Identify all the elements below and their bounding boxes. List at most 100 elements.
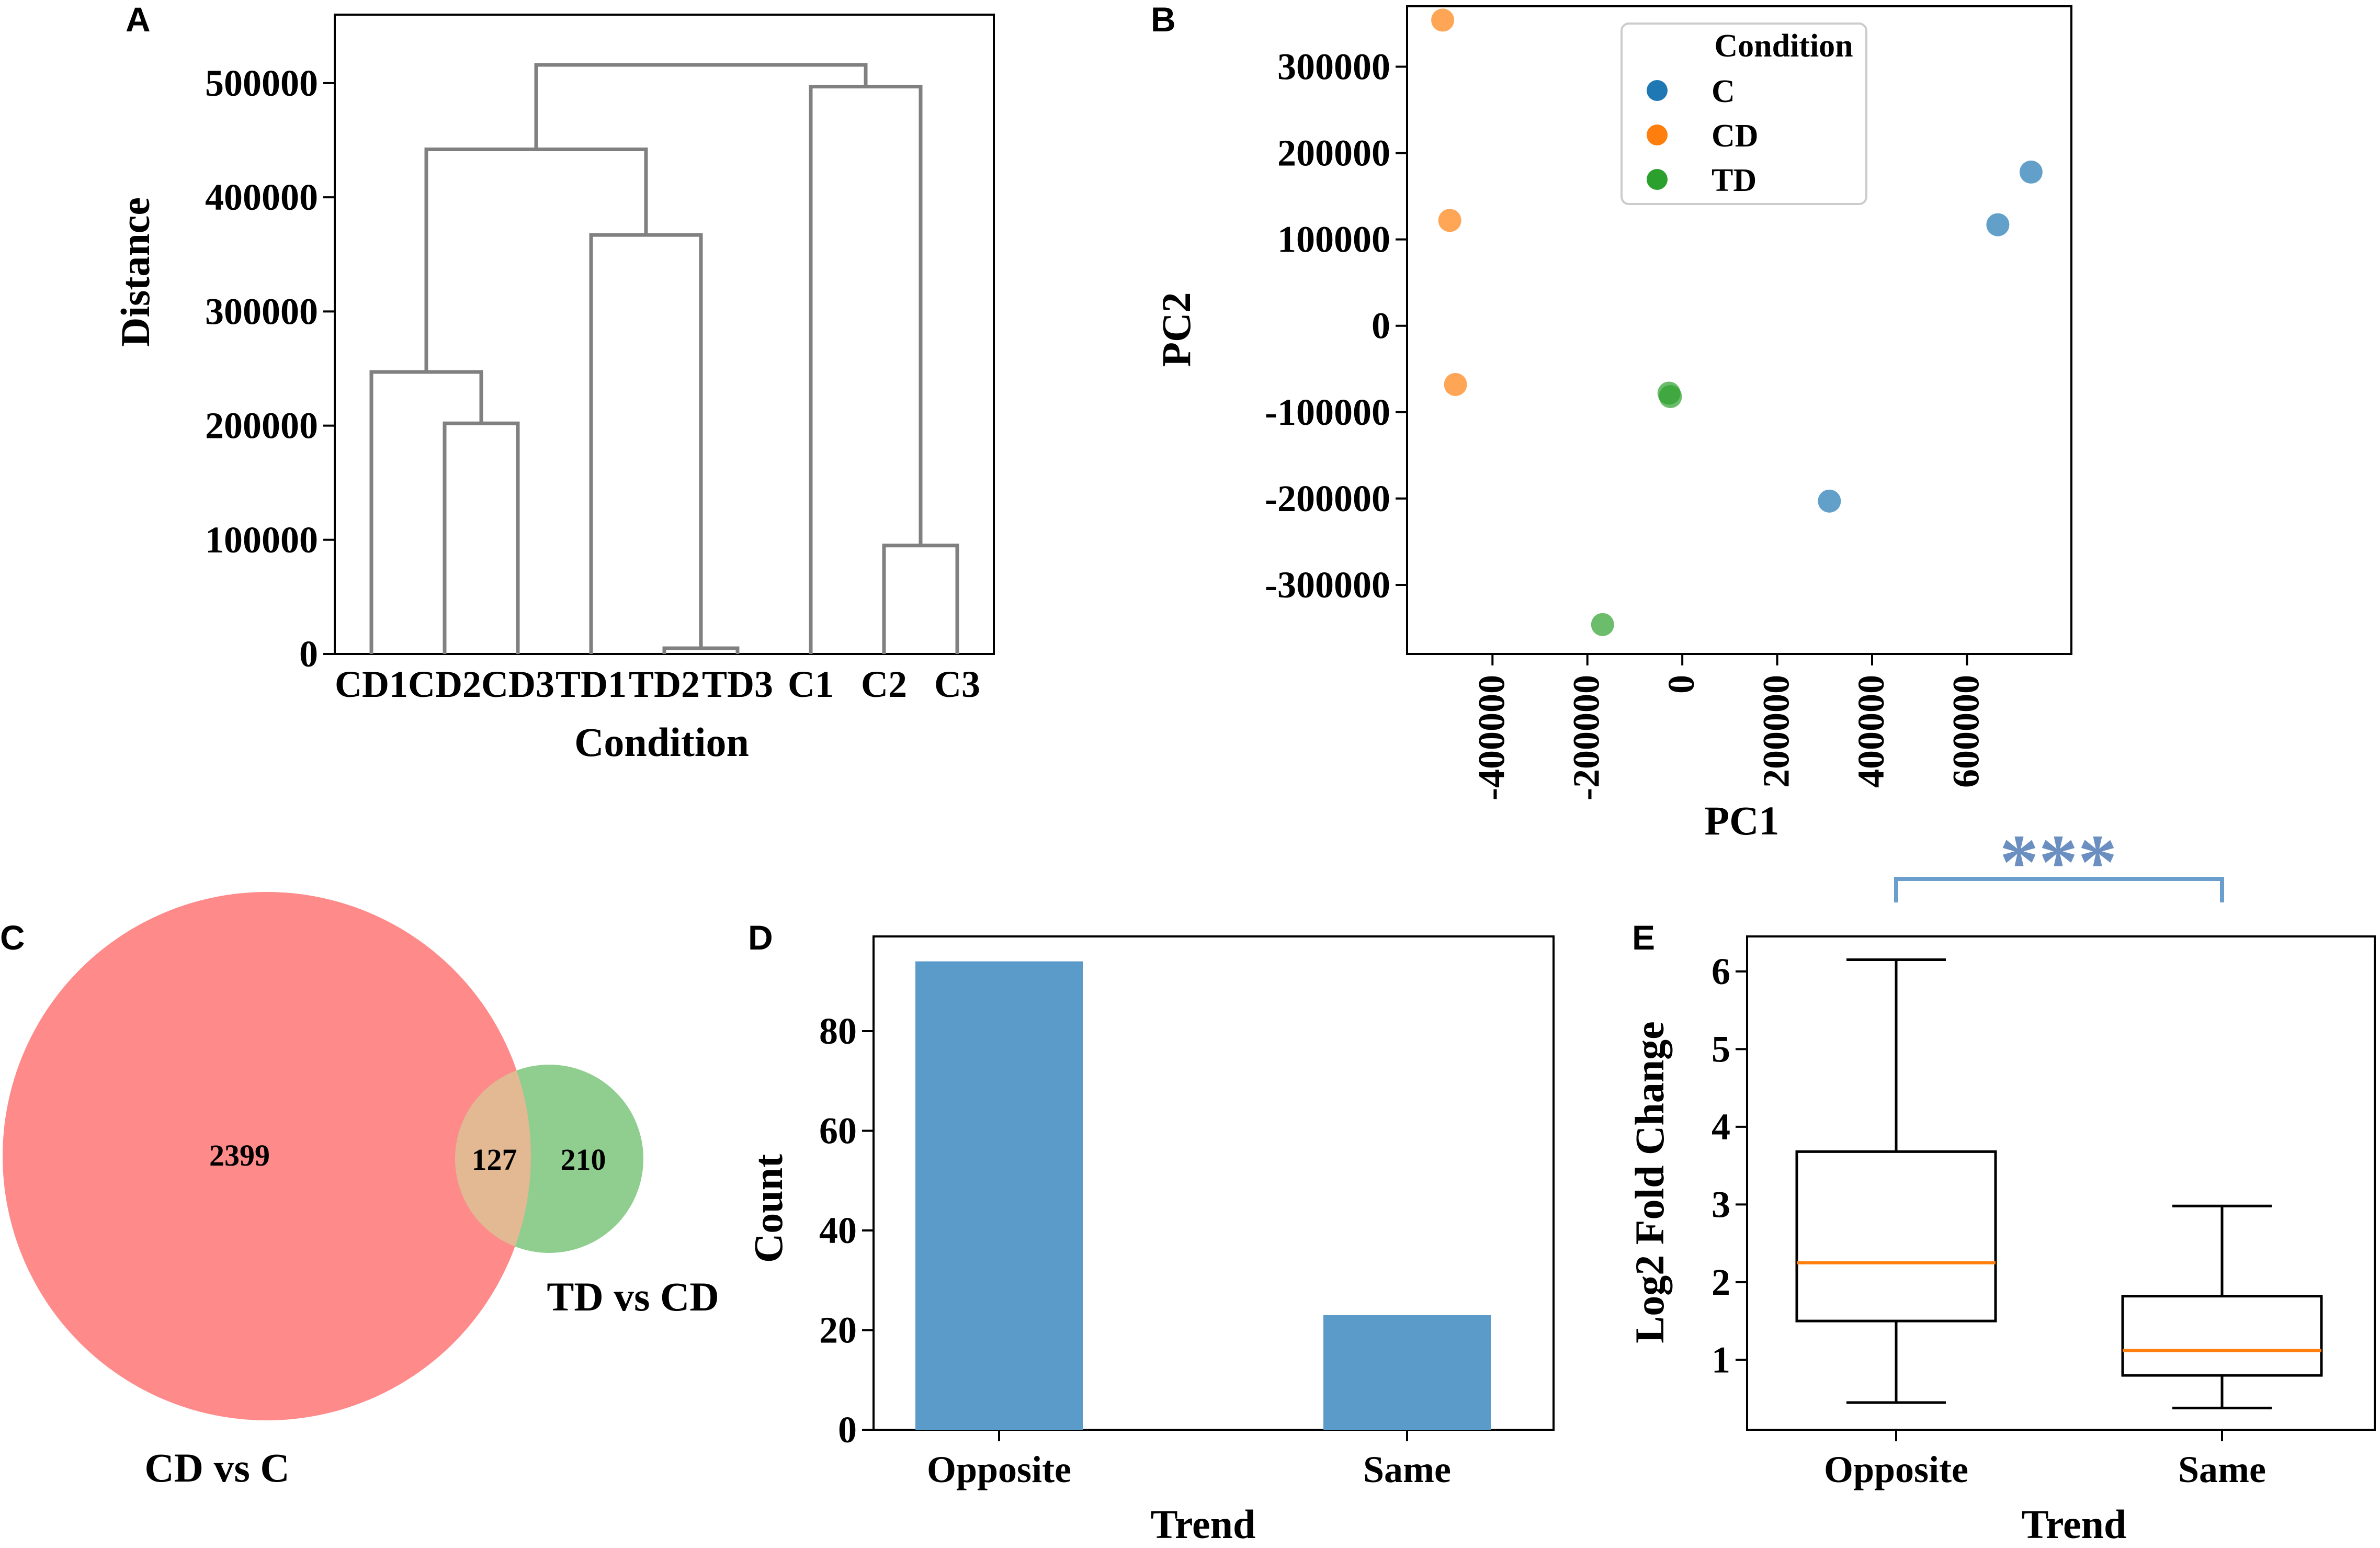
dendrogram-y-tick-label: 300000: [205, 290, 318, 332]
dendrogram-y-tick-label: 100000: [205, 519, 318, 561]
legend-box: [1620, 22, 1867, 205]
bar-y-tick-label: 60: [819, 1110, 857, 1151]
box-x-tick-label: Opposite: [1824, 1449, 1968, 1490]
box-y-tick-label: 2: [1712, 1261, 1730, 1303]
dendrogram-y-tick-label: 200000: [205, 405, 318, 447]
pca-point-c: [2019, 160, 2043, 184]
pca-y-label: PC2: [1153, 292, 1199, 367]
pca-x-label: PC1: [1705, 798, 1780, 843]
box-y-tick-label: 3: [1712, 1183, 1730, 1225]
pca-y-tick-label: 0: [1372, 305, 1390, 347]
bar-y-tick-label: 80: [819, 1010, 857, 1052]
box-y-tick-label: 1: [1712, 1339, 1730, 1381]
pca-x-tick-label: 400000: [1850, 675, 1892, 788]
legend-marker-c: [1647, 80, 1668, 101]
bar-y-label: Count: [745, 1154, 791, 1263]
pca-point-td: [1591, 613, 1614, 636]
panel-label-b: B: [1151, 0, 1176, 39]
pca-frame: [1406, 5, 2072, 655]
pca-point-cd: [1438, 209, 1461, 232]
box-x-tick-label: Same: [2178, 1449, 2266, 1490]
box-panel: 1 2 3 4 5 6 Opposite Same *** Trend Log2 Fold …: [1627, 819, 2376, 1547]
pca-y-tick-label: -200000: [1265, 478, 1390, 519]
venn-circle-cd-vs-c: [3, 892, 531, 1420]
significance-bracket: [1894, 877, 2224, 902]
bar-x-tick-label: Same: [1363, 1449, 1451, 1490]
legend-marker-td: [1647, 169, 1668, 190]
bar-y-tick-label: 20: [819, 1309, 857, 1351]
dendrogram-link: [534, 63, 868, 150]
dendrogram-leaf-label: TD3: [702, 663, 773, 705]
bar-x-tick-label: Opposite: [927, 1449, 1071, 1490]
box-frame: [1746, 935, 2376, 1431]
box-y-label: Log2 Fold Change: [1627, 1021, 1672, 1343]
pca-legend: Condition C CD TD: [1620, 22, 1867, 205]
dendrogram-leaf-label: TD1: [556, 663, 627, 705]
legend-label-cd: CD: [1712, 118, 1759, 154]
dendrogram-leaf-label: C3: [934, 663, 980, 705]
pca-point-cd: [1444, 372, 1467, 396]
legend-label-c: C: [1712, 74, 1735, 109]
venn-left-only-count: 2399: [209, 1138, 270, 1172]
pca-point-cd: [1431, 8, 1455, 32]
dendrogram-leaf-label: CD3: [481, 663, 554, 705]
pca-y-tick-label: -100000: [1265, 391, 1390, 433]
box-x-label: Trend: [2022, 1501, 2127, 1547]
dendrogram-link: [882, 544, 959, 654]
panel-label-a: A: [126, 0, 151, 39]
pca-y-tick-label: 300000: [1277, 46, 1390, 88]
dendrogram-link: [662, 646, 740, 654]
dendrogram-leaf-label: CD2: [408, 663, 481, 705]
box-y-tick-label: 5: [1712, 1028, 1730, 1070]
dendrogram-link: [424, 147, 648, 372]
venn-overlap-count: 127: [472, 1143, 517, 1177]
bar-y-tick-label: 0: [838, 1409, 857, 1451]
venn-right-only-count: 210: [561, 1143, 606, 1177]
pca-x-tick-label: 600000: [1945, 675, 1987, 788]
dendrogram-leaf-label: TD2: [629, 663, 700, 705]
dendrogram-y-label: Distance: [112, 197, 158, 347]
box-iqr-opposite: [1795, 1150, 1997, 1323]
bar-panel: 0 20 40 60 80 Opposite Same Trend Count: [745, 935, 1555, 1547]
dendrogram-leaf-label: CD1: [335, 663, 408, 705]
dendrogram-x-label: Condition: [574, 719, 749, 765]
legend-label-td: TD: [1712, 163, 1756, 198]
venn-left-set-label: CD vs C: [144, 1445, 289, 1490]
dendrogram-link: [443, 421, 520, 654]
dendrogram-leaf-label: C1: [788, 663, 834, 705]
dendrogram-y-tick-label: 500000: [205, 62, 318, 104]
venn-panel: 2399 127 210 CD vs C TD vs CD: [3, 892, 719, 1490]
bar-opposite: [915, 961, 1083, 1430]
pca-x-tick-label: 200000: [1755, 675, 1797, 788]
pca-x-tick-label: 0: [1660, 675, 1702, 694]
dendrogram-leaf-label: C2: [861, 663, 907, 705]
panel-label-e: E: [1632, 918, 1655, 957]
dendrogram-link: [369, 370, 483, 654]
bar-x-label: Trend: [1151, 1501, 1256, 1547]
pca-x-tick-label: -400000: [1470, 675, 1512, 800]
pca-y-tick-label: -300000: [1265, 564, 1390, 606]
pca-point-td: [1659, 385, 1682, 409]
legend-marker-cd: [1647, 125, 1668, 145]
venn-overlap-region: [455, 1070, 531, 1247]
panel-label-d: D: [748, 918, 773, 957]
dendrogram-link: [809, 84, 923, 654]
box-y-tick-label: 6: [1712, 951, 1730, 992]
dendrogram-frame: [334, 14, 995, 655]
bar-same: [1323, 1315, 1491, 1430]
dendrogram-panel: 0 100000 200000 300000 400000 500000 CD1 CD2 CD…: [112, 14, 995, 765]
significance-stars: ***: [2000, 819, 2117, 906]
dendrogram-y-tick-label: 400000: [205, 176, 318, 218]
dendrogram-link: [589, 233, 703, 654]
pca-panel: -300000 -200000 -100000 0 100000 200000 300000…: [1153, 5, 2072, 843]
panel-label-c: C: [0, 918, 25, 957]
legend-title: Condition: [1714, 28, 1853, 64]
pca-point-c: [1986, 213, 2010, 236]
venn-right-set-label: TD vs CD: [547, 1274, 719, 1319]
box-iqr-same: [2121, 1295, 2323, 1377]
dendrogram-y-tick-label: 0: [299, 633, 318, 675]
pca-x-tick-label: -200000: [1566, 675, 1607, 800]
box-y-tick-label: 4: [1712, 1106, 1730, 1148]
pca-y-tick-label: 100000: [1277, 219, 1390, 261]
